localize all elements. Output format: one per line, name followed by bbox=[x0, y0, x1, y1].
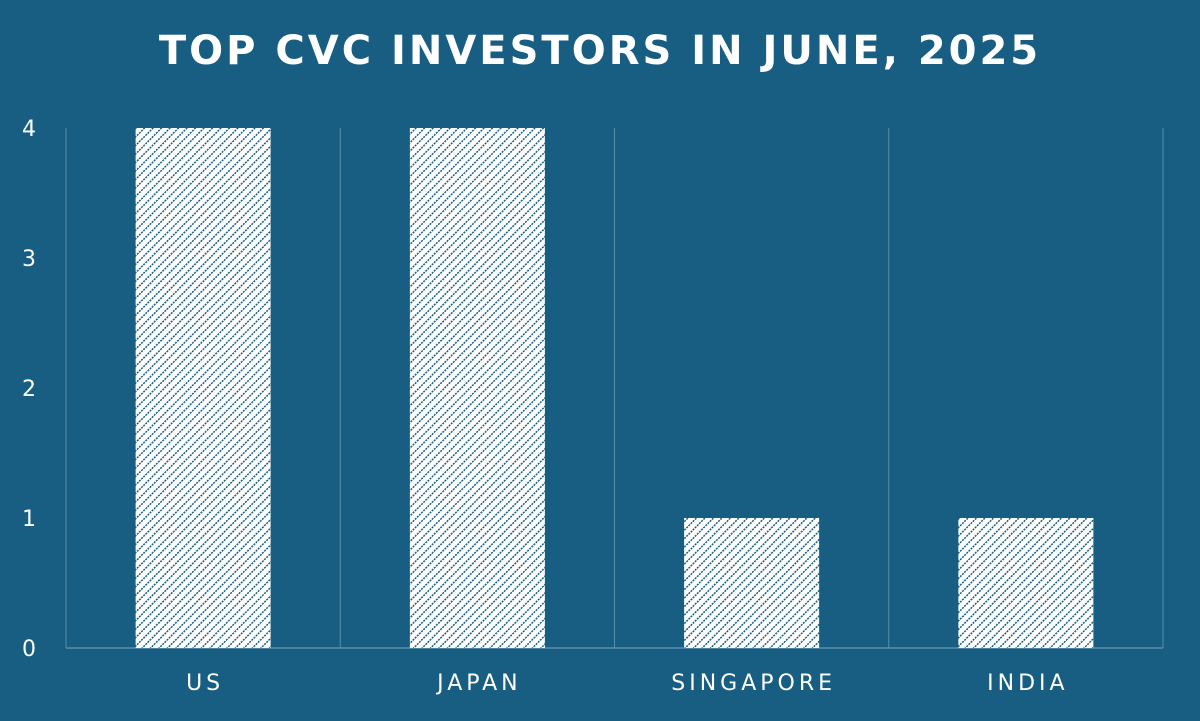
bar-singapore bbox=[684, 518, 820, 648]
bar-us bbox=[135, 128, 271, 648]
x-axis: US JAPAN SINGAPORE INDIA bbox=[186, 671, 1068, 696]
x-tick-label: US bbox=[186, 671, 224, 696]
x-tick-label: SINGAPORE bbox=[671, 671, 836, 696]
x-tick-label: JAPAN bbox=[435, 671, 522, 696]
bar-india bbox=[958, 518, 1094, 648]
y-tick-label: 3 bbox=[22, 247, 36, 272]
bar-japan bbox=[409, 128, 545, 648]
x-tick-label: INDIA bbox=[987, 671, 1068, 696]
y-tick-label: 4 bbox=[22, 117, 36, 142]
y-tick-label: 1 bbox=[22, 507, 36, 532]
y-tick-label: 0 bbox=[22, 637, 36, 662]
y-axis: 0 1 2 3 4 bbox=[22, 117, 36, 662]
chart-title: TOP CVC INVESTORS IN JUNE, 2025 bbox=[158, 28, 1042, 74]
y-tick-label: 2 bbox=[22, 377, 36, 402]
bars-layer bbox=[135, 128, 1094, 648]
